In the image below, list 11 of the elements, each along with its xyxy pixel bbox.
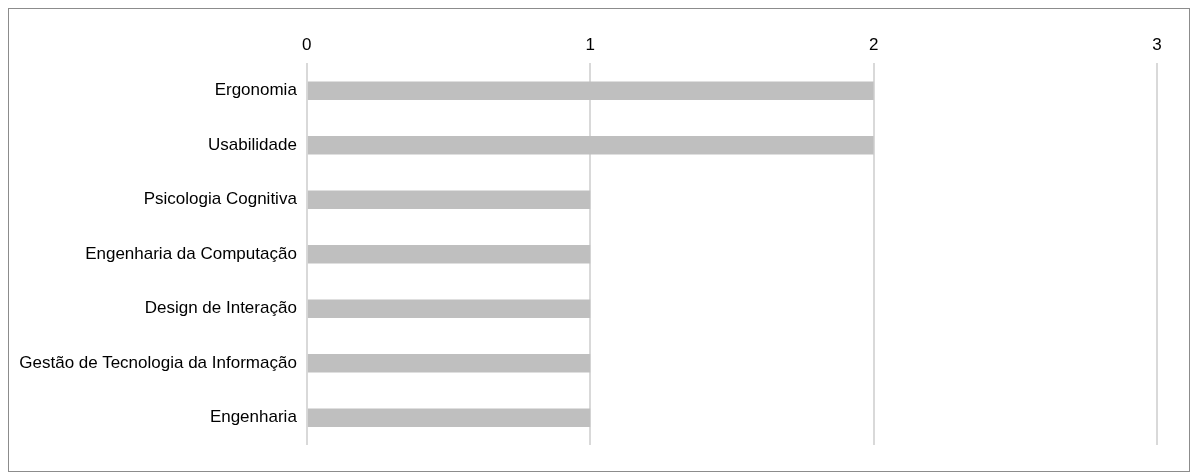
y-tick-label: Psicologia Cognitiva: [143, 189, 298, 209]
x-tick-label: 3: [1152, 34, 1162, 54]
x-tick-label: 2: [868, 34, 879, 54]
y-tick-label: Ergonomia: [214, 80, 298, 100]
x-tick-label: 1: [585, 34, 595, 54]
y-tick-label: Usabilidade: [208, 134, 297, 154]
y-tick-label: Design de Interação: [144, 298, 297, 318]
y-tick-label: Engenharia: [209, 407, 298, 427]
y-tick-label: Gestão de Tecnologia da Informação: [19, 352, 297, 372]
y-tick-label: Engenharia da Computação: [85, 243, 297, 263]
x-tick-label: 0: [302, 34, 312, 54]
